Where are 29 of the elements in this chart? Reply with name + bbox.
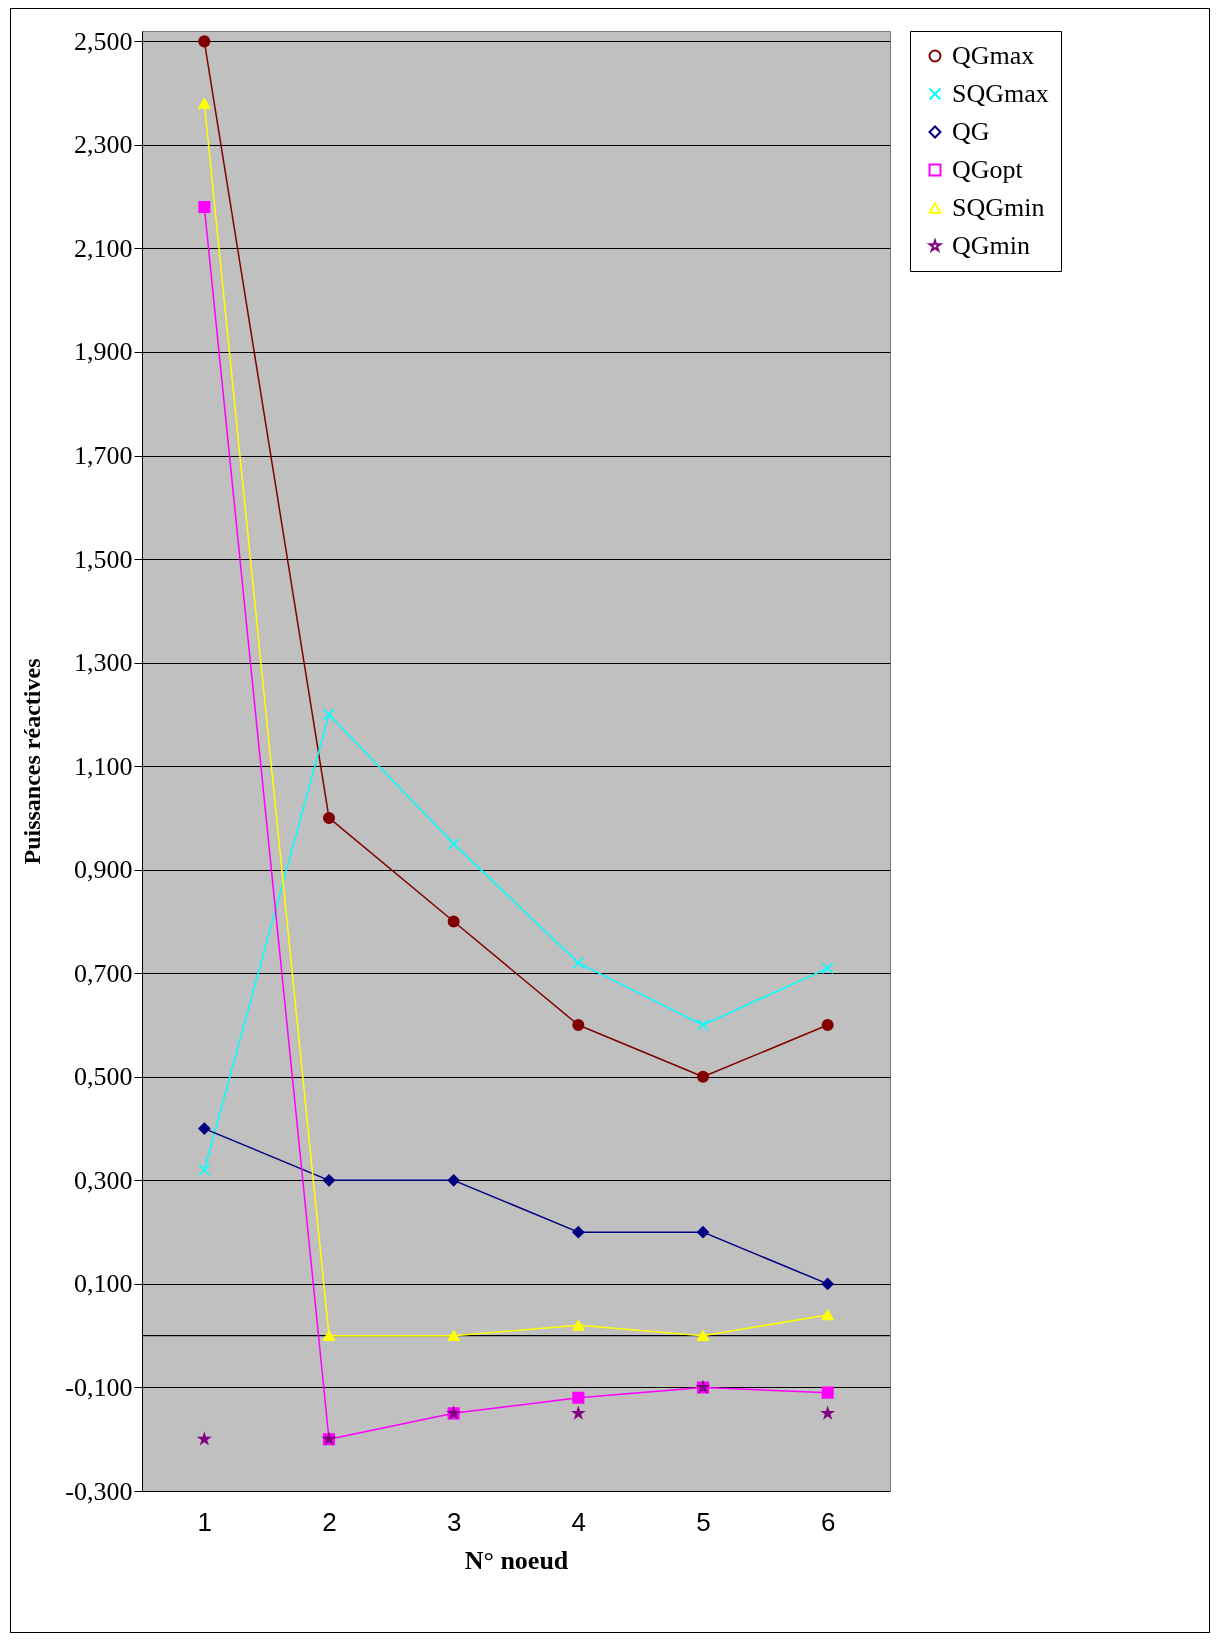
y-tick-label: 2,100 bbox=[74, 233, 133, 263]
y-tick-label: 0,100 bbox=[74, 1269, 133, 1299]
y-tick-label: -0,100 bbox=[65, 1372, 133, 1402]
legend-label: QG bbox=[952, 117, 990, 146]
x-tick-label: 6 bbox=[820, 1506, 836, 1537]
x-tick-label: 3 bbox=[446, 1506, 462, 1537]
y-tick-label: 2,500 bbox=[74, 26, 133, 56]
y-tick-label: 1,100 bbox=[74, 751, 133, 781]
y-tick-label: 1,500 bbox=[74, 544, 133, 574]
y-tick-label: -0,300 bbox=[65, 1476, 133, 1506]
y-tick-label: 0,300 bbox=[74, 1165, 133, 1195]
legend-label: QGmin bbox=[952, 231, 1030, 260]
y-tick-label: 1,300 bbox=[74, 648, 133, 678]
legend-label: QGopt bbox=[952, 155, 1024, 184]
x-tick-label: 2 bbox=[322, 1506, 337, 1537]
legend-label: SQGmax bbox=[952, 79, 1049, 108]
y-tick-label: 0,700 bbox=[74, 958, 133, 988]
x-tick-label: 4 bbox=[571, 1506, 587, 1537]
legend-label: QGmax bbox=[952, 41, 1035, 70]
y-tick-label: 2,300 bbox=[74, 130, 133, 160]
x-tick-label: 5 bbox=[696, 1506, 711, 1537]
legend-label: SQGmin bbox=[952, 193, 1045, 222]
x-axis-title: N° noeud bbox=[464, 1545, 569, 1575]
y-tick-label: 0,900 bbox=[74, 855, 133, 885]
x-tick-label: 1 bbox=[197, 1506, 213, 1537]
y-axis-title: Puissances réactives bbox=[19, 658, 46, 865]
y-tick-label: 0,500 bbox=[74, 1062, 133, 1092]
y-tick-label: 1,900 bbox=[74, 337, 133, 367]
y-tick-label: 1,700 bbox=[74, 441, 133, 471]
